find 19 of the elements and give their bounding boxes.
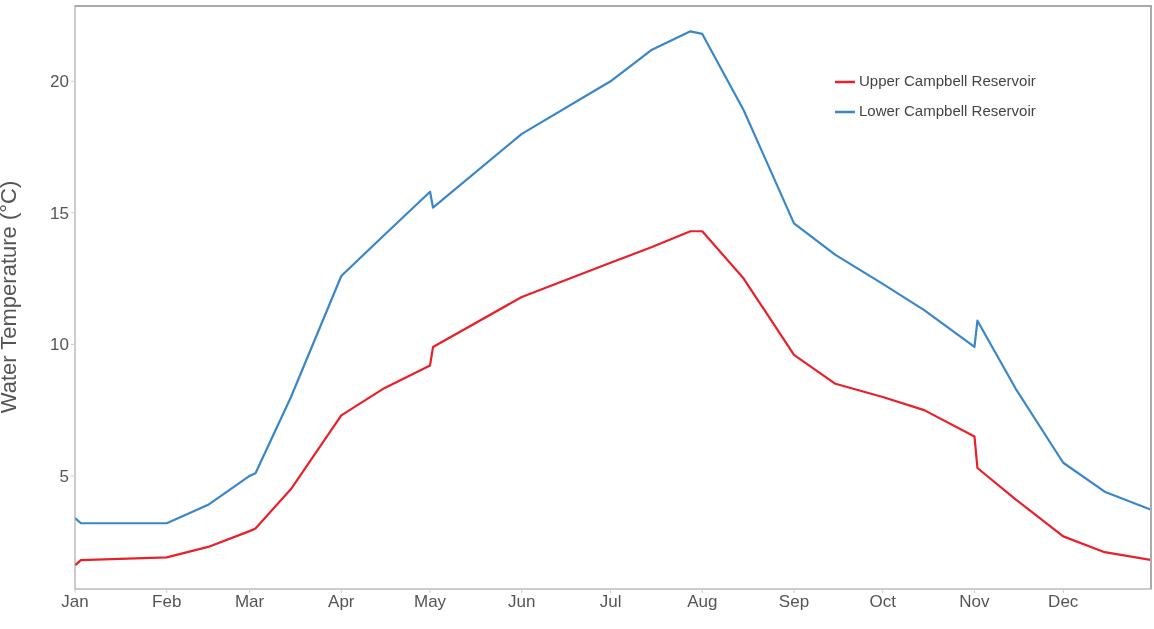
x-tick-label: Mar bbox=[234, 592, 265, 612]
x-tick-label: May bbox=[413, 592, 447, 612]
x-tick-label: Apr bbox=[328, 592, 355, 612]
y-tick-label: 20 bbox=[50, 72, 69, 92]
y-tick-label: 10 bbox=[50, 335, 69, 355]
legend-label: Upper Campbell Reservoir bbox=[859, 72, 1036, 89]
y-axis-title: Water Temperature (°C) bbox=[0, 180, 21, 414]
x-tick-label: Aug bbox=[687, 592, 718, 612]
x-tick-label: Sep bbox=[778, 592, 810, 612]
y-tick-label: 5 bbox=[59, 466, 69, 486]
legend-label: Lower Campbell Reservoir bbox=[859, 102, 1036, 119]
x-tick-label: Oct bbox=[869, 592, 897, 612]
y-tick-label: 15 bbox=[50, 203, 69, 223]
x-tick-label: Dec bbox=[1048, 592, 1079, 612]
x-tick-label: Jul bbox=[599, 592, 622, 612]
x-tick-label: Feb bbox=[152, 592, 182, 612]
x-tick-label: Nov bbox=[959, 592, 991, 612]
x-tick-label: Jun bbox=[508, 592, 536, 612]
x-tick-label: Jan bbox=[61, 592, 89, 612]
